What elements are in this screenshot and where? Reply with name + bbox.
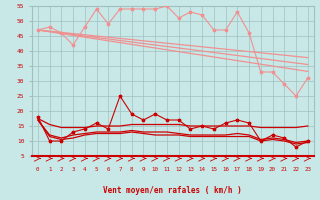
X-axis label: Vent moyen/en rafales ( km/h ): Vent moyen/en rafales ( km/h ) <box>103 186 242 195</box>
